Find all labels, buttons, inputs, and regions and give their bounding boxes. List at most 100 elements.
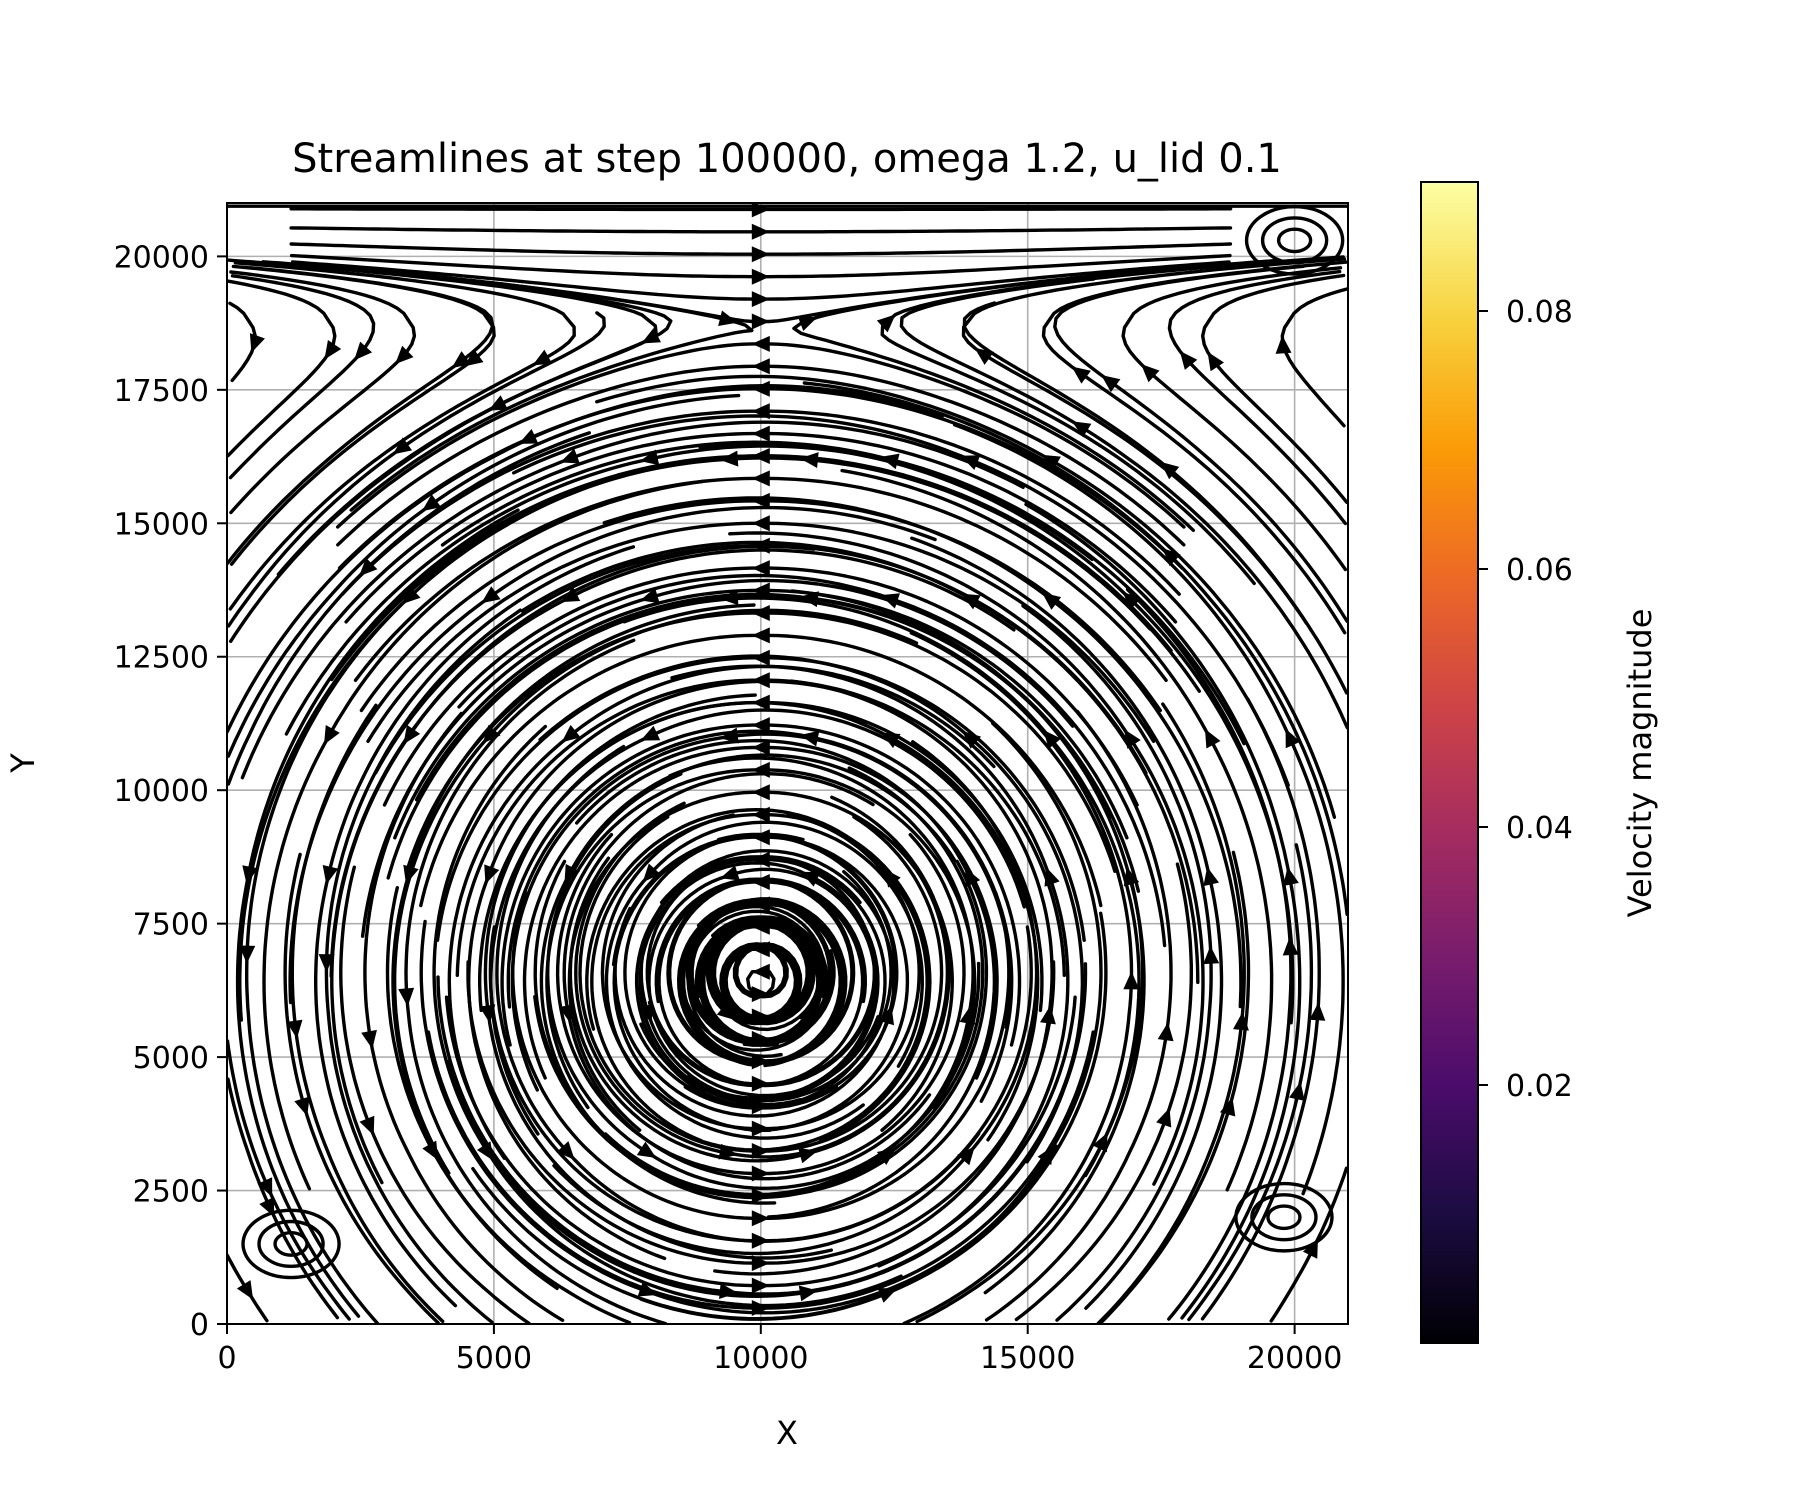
flow-arrows [236, 203, 1326, 1316]
flow-arrow [751, 425, 770, 442]
flow-arrow [962, 730, 982, 749]
flow-arrow [324, 340, 342, 360]
flow-arrow [716, 1002, 736, 1021]
flow-arrow [751, 203, 770, 218]
flow-arrow [464, 349, 484, 367]
flow-arrow [883, 868, 901, 888]
flow-arrow [638, 1003, 654, 1023]
y-tick-label: 15000 [114, 507, 209, 542]
x-tick-label: 5000 [456, 1341, 532, 1376]
flow-arrow [798, 1285, 818, 1302]
flow-arrow [751, 986, 770, 1003]
flow-arrow [322, 865, 339, 885]
flow-arrow [421, 494, 442, 512]
flow-arrow [640, 725, 661, 741]
flow-arrow [877, 1287, 898, 1303]
corner-vortex-loop [1260, 216, 1329, 265]
flow-arrow [719, 450, 739, 467]
flow-arrow [1041, 592, 1062, 610]
flow-arrow [401, 586, 421, 605]
flow-arrow [239, 945, 256, 964]
flow-arrow [392, 437, 413, 455]
flow-arrow [798, 1147, 818, 1164]
flow-arrow [751, 672, 770, 689]
flow-arrow [1275, 335, 1292, 354]
corner-vortex-loop [1244, 205, 1345, 276]
corner-vortex-loop [257, 1219, 325, 1269]
chart-title: Streamlines at step 100000, omega 1.2, u… [292, 136, 1282, 182]
corner-vortex-loop [241, 1208, 341, 1280]
flow-arrow [960, 455, 981, 471]
streamline [1280, 287, 1348, 428]
flow-arrow [719, 727, 739, 744]
flow-arrow [751, 694, 770, 711]
y-tick-label: 12500 [114, 641, 209, 676]
flow-arrow [751, 223, 770, 240]
streamline [728, 531, 1205, 1186]
flow-arrow [751, 1098, 770, 1115]
flow-arrow [1179, 350, 1198, 370]
flow-arrow [959, 1005, 976, 1025]
flow-arrow [718, 310, 738, 326]
flow-arrow [560, 586, 581, 603]
streamline [1121, 266, 1348, 572]
x-axis-ticks: 0 5000 10000 15000 20000 [217, 1324, 1342, 1376]
flow-arrow [318, 954, 335, 973]
flow-arrow [751, 874, 770, 890]
flow-arrow [751, 403, 770, 420]
corner-vortex-loop [1266, 1204, 1302, 1231]
flow-arrow [242, 865, 258, 885]
flow-arrow [751, 1232, 770, 1249]
flow-arrow [751, 1120, 770, 1137]
flow-arrow [324, 725, 340, 745]
flow-arrow [484, 864, 500, 885]
flow-arrow [751, 941, 770, 958]
flow-arrow [294, 1096, 310, 1117]
streamlines [227, 204, 1348, 1324]
flow-arrow [751, 1255, 770, 1272]
flow-arrow [354, 341, 373, 361]
flow-arrow [398, 987, 415, 1007]
flow-arrow [751, 739, 770, 756]
flow-arrow [1282, 937, 1299, 956]
y-tick-label: 20000 [114, 240, 209, 275]
flow-arrow [751, 492, 770, 509]
flow-arrow [479, 1004, 496, 1024]
flow-arrow [751, 806, 770, 823]
flow-arrow [1092, 1132, 1108, 1153]
flow-arrow [1233, 1011, 1249, 1031]
flow-arrow [751, 268, 770, 285]
flow-arrow [718, 1143, 738, 1160]
flow-arrow [359, 557, 378, 577]
flow-arrow [751, 627, 770, 644]
flow-arrow [1204, 728, 1221, 749]
flow-arrow [257, 1177, 273, 1198]
flow-arrow [476, 1141, 494, 1161]
flow-arrow [719, 1283, 738, 1300]
streamline [953, 423, 1345, 1196]
plot-frame [226, 202, 1349, 1325]
flow-arrow [1162, 547, 1181, 567]
flow-arrow [1203, 866, 1219, 887]
flow-arrow [559, 1004, 575, 1024]
flow-arrow [751, 896, 770, 913]
flow-arrow [1037, 1145, 1054, 1166]
flow-arrow [422, 1140, 439, 1161]
flow-arrow [481, 586, 501, 604]
colorbar-tick-label: 0.06 [1506, 553, 1573, 588]
flow-arrow [876, 1147, 897, 1165]
flow-arrow [1071, 366, 1091, 384]
flow-arrow [640, 587, 660, 604]
flow-arrow [797, 1007, 815, 1027]
flow-arrow [751, 291, 770, 308]
flow-arrow [751, 1300, 770, 1316]
flow-arrow [799, 452, 819, 469]
flow-arrow [1285, 728, 1301, 749]
flow-arrow [556, 1141, 575, 1160]
flow-arrow [880, 453, 900, 470]
flow-arrow [751, 358, 770, 375]
flow-arrow [1219, 1097, 1236, 1117]
flow-arrow [560, 448, 580, 464]
corner-vortex-loop [1250, 1193, 1318, 1242]
